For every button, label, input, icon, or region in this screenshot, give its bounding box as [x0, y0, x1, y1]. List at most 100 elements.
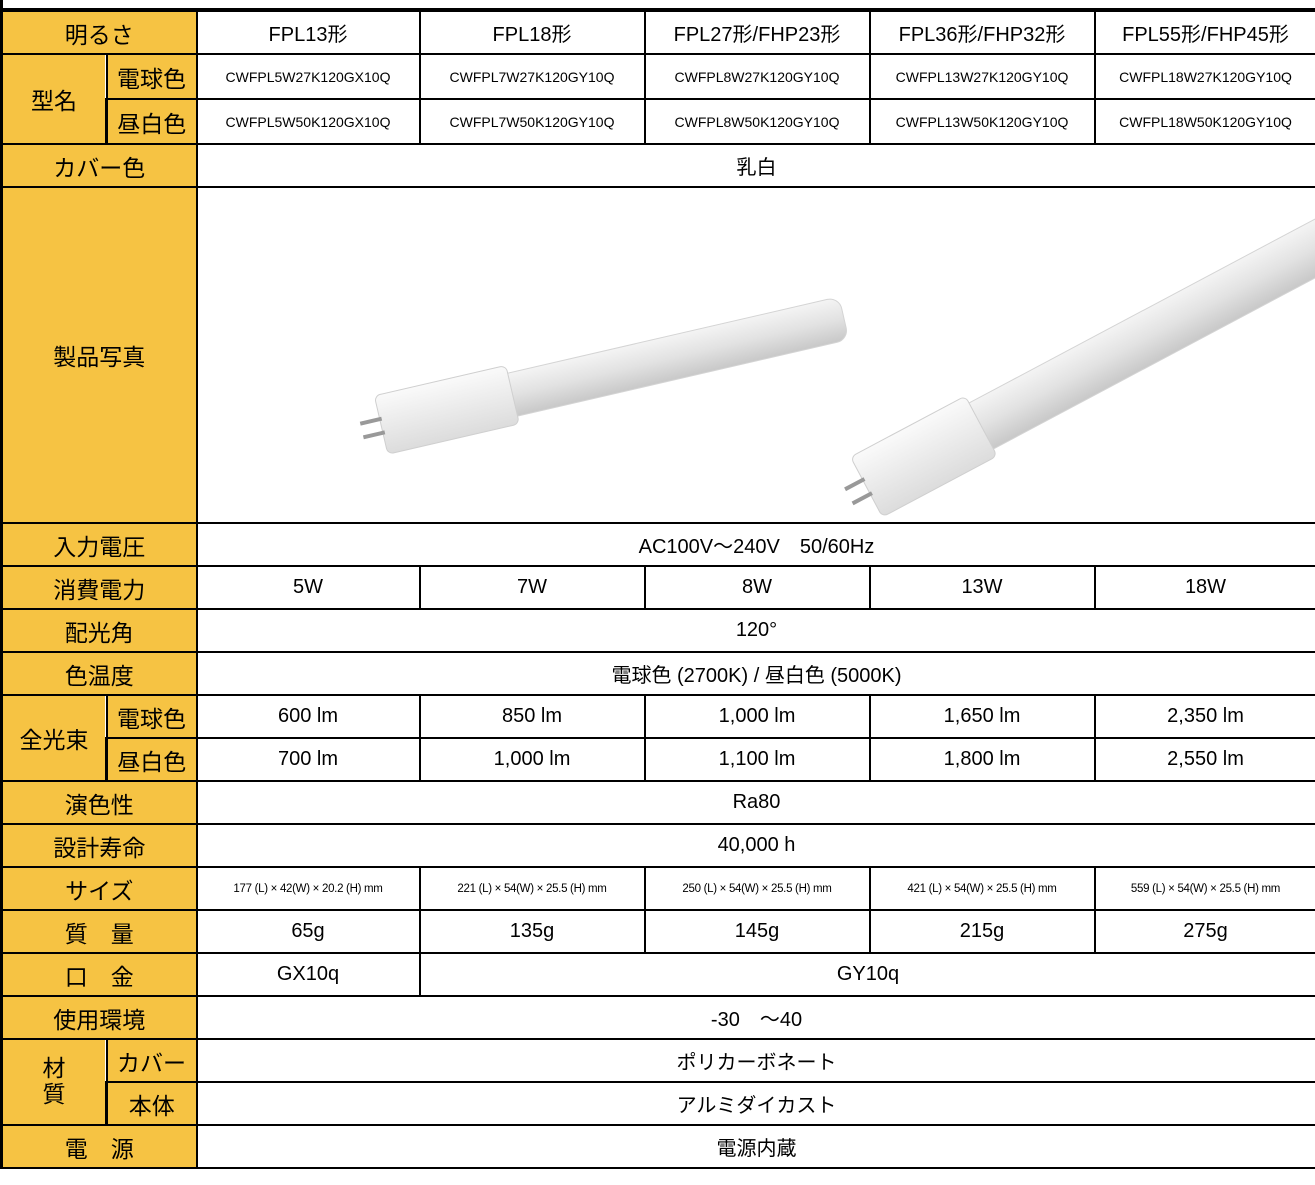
cell: 421 (L) × 54(W) × 25.5 (H) mm [868, 866, 1096, 911]
cell: CWFPL13W50K120GY10Q [868, 98, 1096, 145]
cell: Ra80 [195, 780, 1315, 825]
row: 明るさ FPL13形 FPL18形 FPL27形/FHP23形 FPL36形/F… [0, 10, 1315, 55]
cell: -30 ～40 [195, 995, 1315, 1040]
cell: 850 lm [418, 694, 646, 739]
cell: 120° [195, 608, 1315, 653]
row: 口 金 GX10q GY10q [0, 952, 1315, 997]
row: 昼白色 CWFPL5W50K120GX10Q CWFPL7W50K120GY10… [2, 98, 1315, 145]
cell: FPL27形/FHP23形 [643, 10, 871, 55]
row: 昼白色 700 lm 1,000 lm 1,100 lm 1,800 lm 2,… [2, 737, 1315, 782]
cell: 1,650 lm [868, 694, 1096, 739]
label: カバー色 [0, 143, 198, 188]
cell: 600 lm [195, 694, 421, 739]
photo-cell [195, 186, 1315, 524]
row: 型名 電球色 CWFPL5W27K120GX10Q CWFPL7W27K120G… [0, 53, 1315, 145]
product-photo [359, 212, 1315, 516]
row: 製品写真 [0, 186, 1315, 524]
label: 入力電圧 [0, 522, 198, 567]
cell: 145g [643, 909, 871, 954]
label: 質 量 [0, 909, 198, 954]
cell: 2,350 lm [1093, 694, 1315, 739]
cell: FPL36形/FHP32形 [868, 10, 1096, 55]
cell: 18W [1093, 565, 1315, 610]
cell: 65g [195, 909, 421, 954]
label: 製品写真 [0, 186, 198, 524]
label: 設計寿命 [0, 823, 198, 868]
cell: 電源内蔵 [195, 1124, 1315, 1169]
cell: 13W [868, 565, 1096, 610]
sub-label: 昼白色 [105, 98, 198, 145]
cell: CWFPL13W27K120GY10Q [868, 53, 1096, 100]
row: サイズ 177 (L) × 42(W) × 20.2 (H) mm 221 (L… [0, 866, 1315, 911]
sub-label: 電球色 [105, 694, 198, 739]
cell: 40,000 h [195, 823, 1315, 868]
cell: FPL18形 [418, 10, 646, 55]
row: 質 量 65g 135g 145g 215g 275g [0, 909, 1315, 954]
cell: ポリカーボネート [195, 1038, 1315, 1083]
cell: 1,100 lm [643, 737, 871, 782]
cell: 乳白 [195, 143, 1315, 188]
row: 材質 カバー ポリカーボネート [0, 1038, 1315, 1126]
top-strip [0, 0, 1315, 10]
cell: 5W [195, 565, 421, 610]
row: 入力電圧 AC100V～240V 50/60Hz [0, 522, 1315, 567]
row: 色温度 電球色 (2700K) / 昼白色 (5000K) [0, 651, 1315, 696]
label: 使用環境 [0, 995, 198, 1040]
lamp-small [359, 298, 847, 454]
cell: アルミダイカスト [195, 1081, 1315, 1126]
cell: 8W [643, 565, 871, 610]
row: 消費電力 5W 7W 8W 13W 18W [0, 565, 1315, 610]
row: 設計寿命 40,000 h [0, 823, 1315, 868]
cell: 電球色 (2700K) / 昼白色 (5000K) [195, 651, 1315, 696]
cell: CWFPL7W27K120GY10Q [418, 53, 646, 100]
lamp-large [843, 212, 1315, 516]
row: 全光束 電球色 600 lm 850 lm 1,000 lm 1,650 lm … [0, 694, 1315, 782]
label: 型名 [0, 53, 108, 145]
sub-label: 本体 [105, 1081, 198, 1126]
cell: 250 (L) × 54(W) × 25.5 (H) mm [643, 866, 871, 911]
row: カバー色 乳白 [0, 143, 1315, 188]
cell: 2,550 lm [1093, 737, 1315, 782]
cell: 7W [418, 565, 646, 610]
label: 電 源 [0, 1124, 198, 1169]
row: 演色性 Ra80 [0, 780, 1315, 825]
cell: 275g [1093, 909, 1315, 954]
sub-label: カバー [105, 1038, 198, 1083]
cell: FPL13形 [195, 10, 421, 55]
label: 配光角 [0, 608, 198, 653]
cell: AC100V～240V 50/60Hz [195, 522, 1315, 567]
label: 材質 [0, 1038, 108, 1126]
label: 口 金 [0, 952, 198, 997]
label: 明るさ [0, 10, 198, 55]
row: 電 源 電源内蔵 [0, 1124, 1315, 1169]
cell: CWFPL5W50K120GX10Q [195, 98, 421, 145]
cell: 215g [868, 909, 1096, 954]
row: 配光角 120° [0, 608, 1315, 653]
cell: 1,000 lm [418, 737, 646, 782]
cell: GY10q [418, 952, 1315, 997]
cell: FPL55形/FHP45形 [1093, 10, 1315, 55]
cell: CWFPL7W50K120GY10Q [418, 98, 646, 145]
spec-table: 明るさ FPL13形 FPL18形 FPL27形/FHP23形 FPL36形/F… [0, 10, 1315, 1169]
cell: 559 (L) × 54(W) × 25.5 (H) mm [1093, 866, 1315, 911]
cell: CWFPL8W27K120GY10Q [643, 53, 871, 100]
cell: 700 lm [195, 737, 421, 782]
label: 色温度 [0, 651, 198, 696]
cell: CWFPL18W27K120GY10Q [1093, 53, 1315, 100]
label: 演色性 [0, 780, 198, 825]
label-text: 材質 [42, 1055, 66, 1107]
row: 使用環境 -30 ～40 [0, 995, 1315, 1040]
row: 本体 アルミダイカスト [2, 1081, 1315, 1126]
cell: 135g [418, 909, 646, 954]
label: 消費電力 [0, 565, 198, 610]
sub-label: 電球色 [105, 53, 198, 100]
cell: GX10q [195, 952, 421, 997]
cell: 177 (L) × 42(W) × 20.2 (H) mm [195, 866, 421, 911]
cell: 1,800 lm [868, 737, 1096, 782]
label: 全光束 [0, 694, 108, 782]
sub-label: 昼白色 [105, 737, 198, 782]
cell: CWFPL18W50K120GY10Q [1093, 98, 1315, 145]
cell: CWFPL5W27K120GX10Q [195, 53, 421, 100]
label: サイズ [0, 866, 198, 911]
